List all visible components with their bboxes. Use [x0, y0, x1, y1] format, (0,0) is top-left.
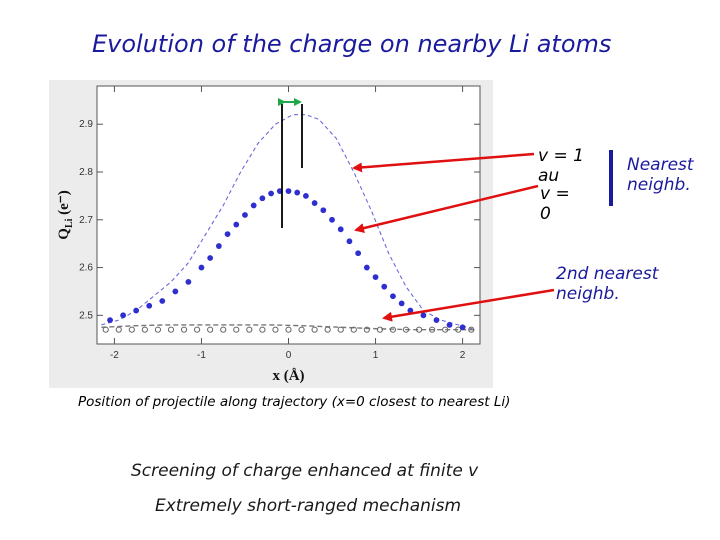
series-second-nearest-point [285, 326, 292, 333]
series-v0-point [185, 278, 192, 285]
series-second-nearest-point [442, 326, 449, 333]
series-v0-point [337, 226, 344, 233]
x-tick-label: -1 [197, 350, 206, 361]
label-v1: v = 1 au [538, 146, 584, 186]
series-v0-point [311, 200, 318, 206]
series-second-nearest-point [128, 326, 135, 333]
series-v0-point [346, 238, 353, 245]
label-second-line1: 2nd nearest [556, 264, 659, 284]
y-tick-label: 2.8 [79, 167, 93, 178]
series-v0-point [146, 302, 153, 309]
series-second-nearest-point [272, 326, 279, 333]
series-second-nearest-point [363, 326, 370, 333]
series-second-nearest-point [167, 326, 175, 333]
series-v0-point [320, 207, 327, 214]
series-second-nearest-point [350, 326, 357, 333]
series-second-nearest-point [337, 326, 344, 333]
series-v0-point [420, 312, 427, 319]
y-tick-label: 2.7 [79, 215, 93, 226]
series-v0-point [224, 231, 231, 238]
series-second-nearest-point [259, 326, 266, 333]
series-second-nearest-point [233, 326, 240, 333]
series-v0-point [242, 212, 248, 218]
series-second-nearest-point [115, 326, 122, 333]
series-v0-point [446, 321, 453, 328]
chart-caption: Position of projectile along trajectory … [78, 394, 511, 410]
nearest-bracket [609, 150, 613, 206]
x-axis-label: x (Å) [272, 368, 304, 384]
series-second-nearest-point [324, 326, 331, 333]
series-v0-point [120, 312, 127, 319]
series-second-nearest-point [376, 326, 383, 333]
x-tick-label: -2 [110, 350, 119, 361]
x-tick-label: 0 [286, 350, 292, 361]
series-v0-point [285, 188, 292, 195]
series-v0-point [390, 293, 396, 300]
label-v1-line1: v = 1 [538, 146, 584, 166]
label-second-line2: neighb. [556, 284, 620, 304]
series-v0-point [294, 189, 301, 196]
series-second-nearest-point [389, 326, 397, 333]
series-second-nearest-point [102, 326, 109, 333]
y-axis-label: QLi (e⁻) [56, 190, 75, 239]
series-second-nearest-point [207, 326, 214, 333]
series-v0-point [398, 300, 405, 307]
series-second-nearest-point [455, 326, 462, 333]
series-second-nearest-point [402, 326, 410, 333]
series-v0-point [233, 221, 240, 228]
series-v0-point [459, 324, 466, 331]
series-v1-line [101, 114, 476, 331]
label-v0-line1: v = [540, 184, 570, 204]
label-v1-line2: au [538, 166, 560, 186]
series-v0-point [159, 298, 166, 304]
series-v0-point [433, 317, 440, 324]
series-second-nearest-point [429, 326, 436, 333]
series-v0-point [407, 307, 414, 314]
series-v0-point [207, 255, 214, 261]
series-second-nearest-point [220, 326, 227, 333]
series-second-nearest-point [415, 326, 423, 333]
series-v0-point [329, 216, 335, 223]
note-short-ranged: Extremely short-ranged mechanism [155, 496, 462, 516]
arrow-v0 [354, 184, 539, 233]
series-v0-point [303, 192, 309, 199]
series-second-nearest-point [141, 326, 148, 333]
series-v0-point [198, 264, 205, 271]
series-second-nearest-point [311, 326, 318, 333]
label-nearest-line1: Nearest [627, 155, 694, 175]
y-tick-label: 2.9 [79, 119, 93, 130]
series-second-nearest-point [194, 326, 201, 333]
label-v0: v = 0 [540, 184, 570, 224]
series-v0-point [215, 243, 222, 249]
y-tick-label: 2.5 [79, 310, 93, 321]
series-second-nearest-point [298, 326, 305, 333]
series-v0-point [250, 202, 257, 209]
arrow-v1 [352, 152, 535, 173]
series-v0-point [355, 250, 362, 257]
series-v0-point [172, 288, 179, 295]
label-v0-line2: 0 [540, 204, 551, 224]
arrow-second-nearest [382, 288, 555, 322]
series-v0-point [133, 307, 140, 314]
slide-title: Evolution of the charge on nearby Li ato… [92, 30, 612, 58]
x-tick-label: 1 [373, 350, 379, 361]
series-v0-point [107, 317, 113, 324]
series-second-nearest-point [468, 326, 475, 333]
note-screening: Screening of charge enhanced at finite v [131, 461, 479, 481]
series-second-nearest-point [180, 326, 188, 333]
series-v0-point [363, 264, 370, 271]
x-tick-label: 2 [460, 350, 466, 361]
label-nearest: Nearest neighb. [627, 155, 694, 195]
series-v0-point [372, 274, 379, 281]
series-v0-point [381, 283, 388, 290]
label-second-nearest: 2nd nearest neighb. [556, 264, 658, 304]
series-v0-point [259, 195, 266, 202]
series-v0-point [268, 190, 274, 197]
series-second-nearest-point [154, 326, 162, 333]
series-second-nearest-point [246, 326, 253, 333]
label-nearest-line2: neighb. [627, 175, 691, 195]
y-tick-label: 2.6 [79, 263, 93, 274]
